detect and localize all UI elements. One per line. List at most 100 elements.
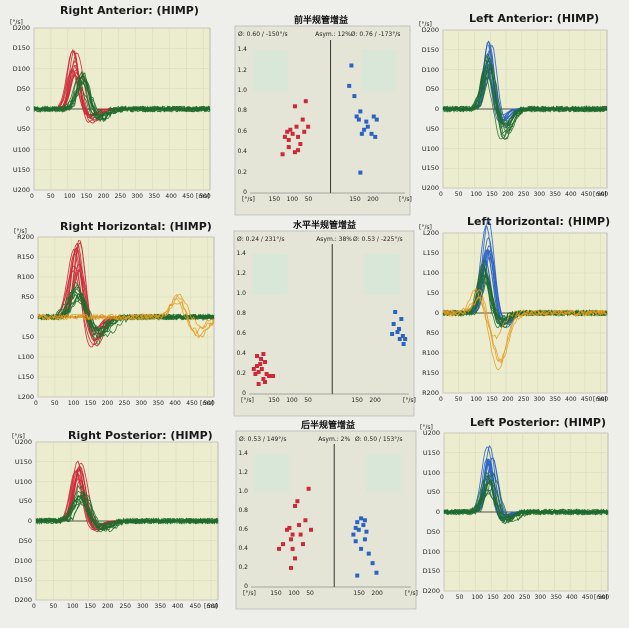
y-tick-label: D200	[421, 26, 439, 34]
x-tick-label: 0	[34, 400, 38, 407]
right-gain-point	[369, 131, 374, 136]
scatter-y-tick: 0.2	[236, 370, 246, 377]
scatter-x-tick: 200	[367, 196, 379, 203]
y-tick-label: U50	[425, 124, 439, 133]
normal-range-band	[252, 254, 288, 295]
x-unit-label: [ms]	[594, 594, 608, 601]
y-tick-label: R50	[21, 293, 34, 301]
y-tick-label: 0	[434, 105, 439, 113]
chart-title-left-posterior: Left Posterior: (HIMP)	[470, 416, 606, 429]
y-tick-label: U50	[426, 488, 440, 497]
left-gain-point	[285, 129, 290, 134]
x-tick-label: 150	[84, 400, 97, 407]
y-tick-label: R200	[422, 389, 439, 397]
y-tick-label: U100	[421, 144, 439, 153]
x-tick-label: 100	[470, 396, 482, 403]
y-tick-label: D200	[14, 596, 32, 604]
x-tick-label: 500	[203, 400, 215, 407]
right-gain-point	[359, 546, 364, 551]
left-gain-point	[306, 124, 311, 129]
y-tick-label: L100	[422, 269, 439, 277]
series-saccade-trace	[442, 296, 608, 371]
left-gain-point	[295, 499, 300, 504]
left-gain-point	[286, 137, 291, 142]
scatter-y-tick: 0.6	[237, 127, 247, 135]
y-tick-label: U100	[12, 145, 30, 154]
left-gain-point	[258, 362, 263, 366]
y-tick-label: R200	[17, 233, 34, 241]
x-tick-label: 100	[67, 603, 79, 610]
left-gain-point	[301, 542, 305, 547]
x-tick-label: 200	[502, 191, 514, 198]
x-tick-label: 100	[63, 193, 76, 200]
scatter-y-tick: 1.4	[238, 449, 248, 457]
scatter-chart-ca	[234, 25, 411, 216]
scatter-y-tick: 0.4	[237, 148, 247, 156]
scatter-y-tick: 0.6	[236, 330, 246, 337]
left-gain-point	[256, 370, 261, 374]
scatter-title-posterior: 后半规管增益	[301, 421, 356, 431]
right-gain-point	[397, 327, 402, 331]
y-tick-label: D50	[426, 527, 440, 536]
x-tick-label: 150	[80, 193, 93, 200]
x-unit-label: [ms]	[593, 396, 607, 403]
scatter-chart-cp	[235, 430, 417, 610]
scatter-x-tick: 200	[371, 590, 383, 597]
y-tick-label: L50	[427, 289, 439, 297]
line-chart-la	[442, 29, 608, 189]
left-gain-point	[280, 152, 285, 157]
y-tick-label: U200	[421, 184, 439, 192]
left-gain-point	[263, 360, 267, 364]
normal-range-band	[254, 454, 290, 493]
y-tick-label: R150	[17, 253, 34, 261]
right-gain-point	[356, 527, 361, 532]
left-gain-point	[259, 367, 264, 371]
scatter-x-tick: 150	[270, 590, 282, 597]
y-tick-label: U200	[12, 186, 30, 194]
left-gain-point	[303, 99, 308, 104]
series-eye-trace	[35, 484, 218, 532]
x-tick-label: 250	[517, 191, 530, 198]
x-tick-label: 250	[517, 396, 530, 403]
scatter-x-unit: [°/s]	[403, 397, 416, 404]
scatter-x-tick: 100	[286, 196, 299, 203]
y-tick-label: U150	[422, 448, 440, 457]
y-unit-label: [°/s]	[419, 224, 432, 231]
x-tick-label: 50	[49, 603, 58, 610]
x-tick-label: 200	[502, 396, 514, 403]
x-tick-label: 450	[186, 400, 198, 407]
y-tick-label: R50	[426, 329, 439, 337]
right-gain-point	[390, 332, 395, 336]
right-gain-point	[352, 94, 357, 99]
x-tick-label: 200	[101, 400, 114, 407]
right-gain-point	[362, 537, 367, 542]
series-eye-trace	[443, 482, 609, 523]
left-gain-point	[282, 134, 287, 139]
x-unit-label: [ms]	[196, 193, 210, 200]
x-tick-label: 350	[152, 400, 164, 407]
x-tick-label: 150	[84, 603, 96, 610]
right-gain-point	[374, 117, 379, 122]
right-gain-point	[349, 63, 354, 68]
right-gain-point	[361, 523, 366, 528]
scatter-x-unit: [°/s]	[243, 590, 256, 597]
scatter-x-tick: 50	[304, 397, 312, 404]
right-gain-point	[353, 539, 358, 544]
y-tick-label: D150	[12, 44, 30, 53]
x-tick-label: 500	[596, 396, 609, 403]
right-gain-point	[347, 83, 352, 88]
left-gain-point	[261, 352, 266, 356]
x-tick-label: 450	[580, 396, 593, 403]
scatter-x-tick: 50	[304, 196, 313, 203]
asymmetry-value: Asym.: 2%	[318, 436, 351, 443]
y-tick-label: D50	[425, 85, 439, 94]
y-tick-label: R150	[422, 369, 439, 377]
y-tick-label: U50	[18, 497, 32, 506]
scatter-x-tick: 150	[351, 397, 363, 404]
x-tick-label: 400	[169, 400, 181, 407]
y-tick-label: L200	[17, 393, 34, 401]
left-gain-point	[259, 357, 263, 361]
chart-title-right-horizontal: Right Horizontal: (HIMP)	[60, 220, 212, 233]
left-gain-info: Ø: 0.60 / -150°/s	[238, 31, 288, 38]
